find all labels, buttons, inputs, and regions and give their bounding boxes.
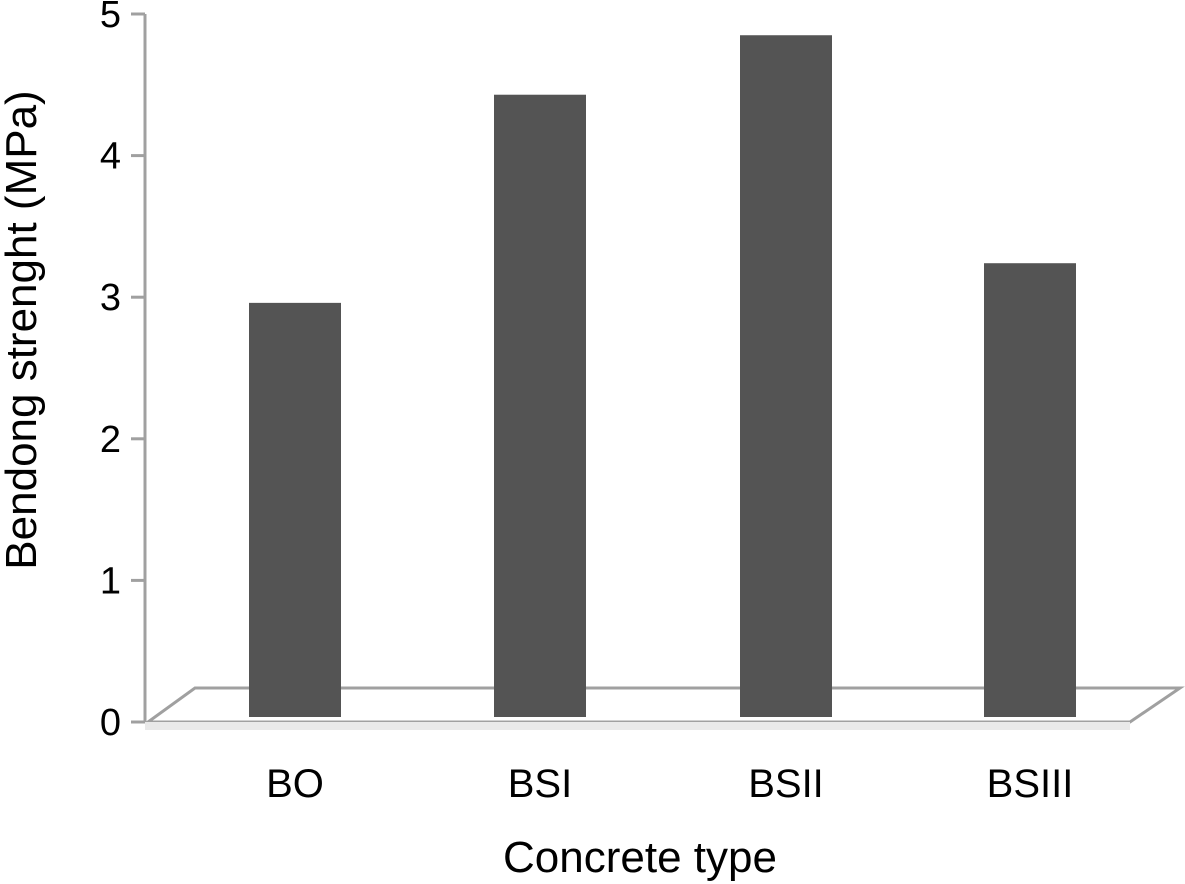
bar-bsiii — [984, 263, 1076, 717]
bar-bsi — [494, 94, 586, 718]
y-tick-label: 5 — [100, 0, 121, 36]
y-tick-label: 0 — [100, 702, 121, 744]
x-axis-title: Concrete type — [503, 833, 777, 882]
chart-floor — [143, 686, 1185, 730]
y-axis: 0 1 2 3 4 5 — [100, 0, 147, 744]
y-axis-title: Bendong strenght (MPa) — [0, 90, 46, 569]
x-tick-label: BSIII — [987, 762, 1074, 806]
bar-bsii — [740, 35, 832, 718]
y-tick-label: 2 — [100, 419, 121, 461]
y-tick-label: 4 — [100, 136, 121, 178]
x-tick-labels: BO BSI BSII BSIII — [266, 762, 1073, 806]
bars — [249, 35, 1076, 718]
x-tick-label: BSI — [508, 762, 572, 806]
y-tick-label: 1 — [100, 560, 121, 602]
bar-bo — [249, 302, 341, 717]
y-tick-label: 3 — [100, 277, 121, 319]
x-tick-label: BSII — [748, 762, 824, 806]
x-tick-label: BO — [266, 762, 324, 806]
floor-edge — [145, 722, 1130, 730]
